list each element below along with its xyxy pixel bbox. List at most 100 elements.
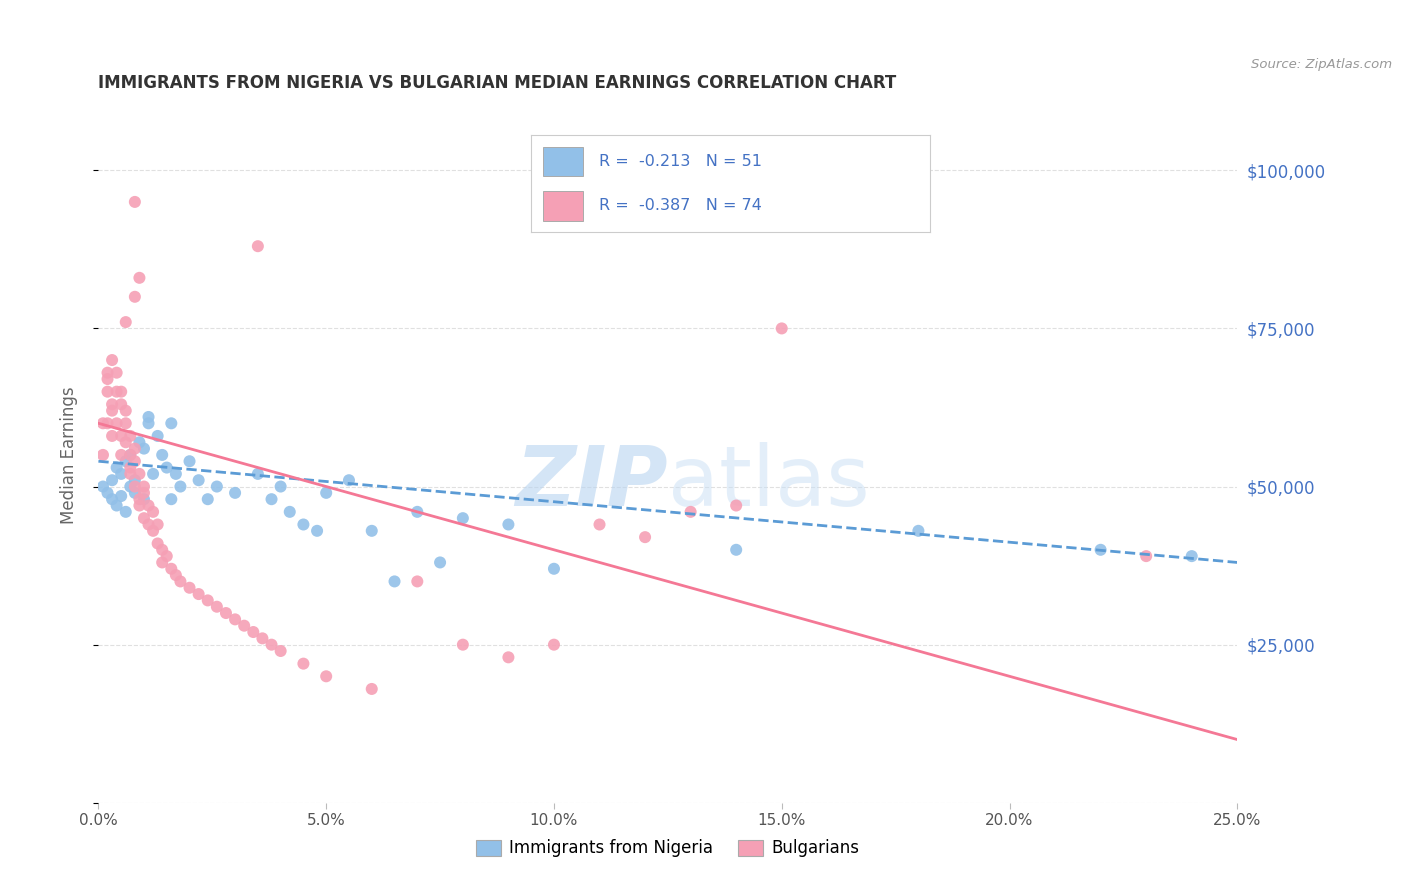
Point: [406, 574, 429, 589]
Point: [543, 562, 565, 576]
Point: [384, 574, 406, 589]
Point: [160, 562, 183, 576]
Point: [114, 454, 136, 468]
Point: [124, 479, 146, 493]
Point: [451, 638, 474, 652]
Point: [120, 460, 142, 475]
Point: [114, 417, 136, 431]
Point: [406, 505, 429, 519]
Point: [101, 473, 124, 487]
Point: [169, 479, 191, 493]
Point: [429, 556, 451, 570]
Point: [292, 657, 315, 671]
Point: [233, 618, 256, 632]
Point: [124, 290, 146, 304]
Point: [150, 448, 173, 462]
Point: [725, 542, 748, 557]
Point: [101, 492, 124, 507]
Point: [110, 448, 132, 462]
Point: [114, 315, 136, 329]
Point: [110, 397, 132, 411]
Point: [260, 492, 283, 507]
Point: [138, 517, 160, 532]
Point: [128, 499, 150, 513]
Point: [114, 505, 136, 519]
Point: [315, 669, 337, 683]
Point: [187, 473, 209, 487]
Point: [96, 417, 118, 431]
Point: [260, 638, 283, 652]
Point: [360, 681, 382, 696]
Point: [101, 397, 124, 411]
Point: [146, 517, 169, 532]
Point: [142, 524, 165, 538]
Point: [138, 499, 160, 513]
Point: [138, 409, 160, 424]
Point: [770, 321, 793, 335]
Point: [96, 486, 118, 500]
Point: [146, 429, 169, 443]
Point: [205, 599, 228, 614]
Point: [634, 530, 657, 544]
Point: [270, 479, 292, 493]
Point: [337, 473, 360, 487]
Point: [543, 638, 565, 652]
Point: [105, 499, 128, 513]
Point: [110, 467, 132, 481]
Point: [105, 366, 128, 380]
Point: [105, 417, 128, 431]
Point: [307, 524, 329, 538]
Point: [124, 454, 146, 468]
Point: [96, 384, 118, 399]
Point: [242, 625, 264, 640]
Point: [96, 372, 118, 386]
Point: [498, 517, 520, 532]
Point: [124, 194, 146, 209]
Point: [270, 644, 292, 658]
Point: [91, 479, 114, 493]
Point: [224, 486, 246, 500]
Point: [1181, 549, 1204, 563]
Point: [124, 473, 146, 487]
Point: [132, 486, 155, 500]
Point: [160, 492, 183, 507]
Text: atlas: atlas: [668, 442, 869, 524]
Point: [124, 442, 146, 456]
Text: ZIP: ZIP: [515, 442, 668, 524]
Point: [156, 549, 179, 563]
Point: [120, 448, 142, 462]
Point: [246, 467, 269, 481]
Point: [101, 429, 124, 443]
Point: [165, 568, 187, 582]
Point: [110, 429, 132, 443]
Point: [215, 606, 238, 620]
Point: [91, 448, 114, 462]
Point: [114, 403, 136, 417]
Point: [142, 505, 165, 519]
Point: [110, 384, 132, 399]
Point: [120, 429, 142, 443]
Point: [101, 353, 124, 368]
Point: [124, 486, 146, 500]
Point: [146, 536, 169, 550]
Point: [128, 492, 150, 507]
Point: [132, 511, 155, 525]
Point: [156, 460, 179, 475]
Point: [498, 650, 520, 665]
Point: [292, 517, 315, 532]
Point: [120, 467, 142, 481]
Point: [1135, 549, 1157, 563]
Point: [142, 467, 165, 481]
Point: [252, 632, 274, 646]
Point: [187, 587, 209, 601]
Point: [278, 505, 301, 519]
Point: [179, 581, 201, 595]
Point: [224, 612, 246, 626]
Point: [110, 489, 132, 503]
Point: [128, 270, 150, 285]
Point: [315, 486, 337, 500]
Point: [128, 467, 150, 481]
Point: [132, 442, 155, 456]
Point: [105, 384, 128, 399]
Point: [160, 417, 183, 431]
